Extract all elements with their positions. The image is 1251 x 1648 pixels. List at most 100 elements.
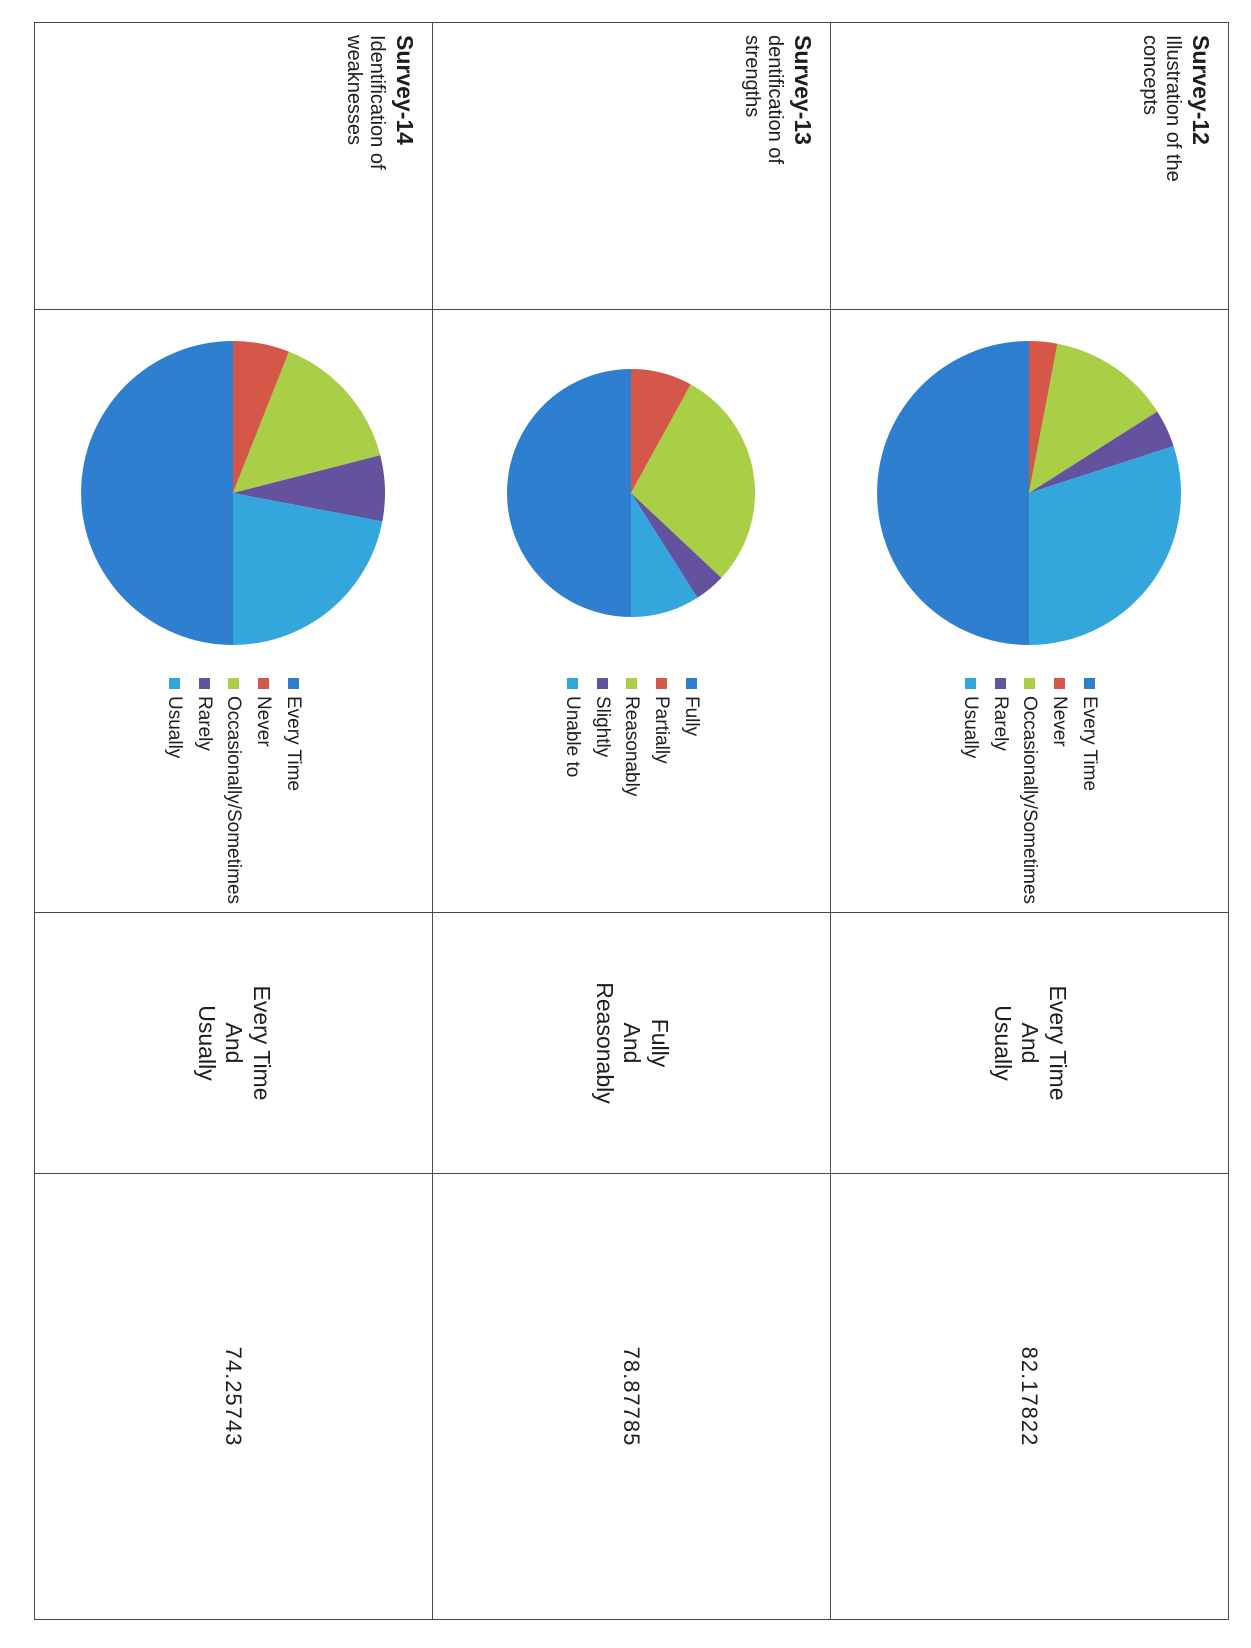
pie-slice-partially: [631, 369, 692, 493]
survey-title: Illustration of the concepts: [1139, 35, 1184, 182]
legend-item-every-time: Every Time: [1078, 678, 1100, 856]
survey-id: Survey-14: [392, 35, 418, 145]
pie-slice-occasionally-sometimes: [1029, 343, 1158, 493]
legend-item-usually: Usually: [163, 678, 185, 856]
score-cell: 82.17822: [830, 1173, 1229, 1620]
legend-swatch: [994, 678, 1006, 689]
legend-swatch: [198, 678, 210, 689]
legend: Every Time Never Occasionally/Sometimes Rar…: [155, 678, 312, 905]
pie-chart: [81, 341, 386, 645]
chart-cell: Every Time Never Occasionally/Sometimes Rar…: [34, 309, 433, 913]
chart-cell: Fully Partially Reasonably Slightly Unable t…: [432, 309, 831, 913]
legend: Every Time Never Occasionally/Sometimes Rar…: [951, 678, 1108, 905]
score-cell: 78.87785: [432, 1173, 831, 1620]
legend-label: Rarely: [193, 696, 215, 751]
best-response-line: Every Time: [248, 985, 275, 1101]
legend-item-reasonably: Reasonably: [621, 678, 643, 856]
pie-slice-rarely: [1029, 411, 1175, 493]
legend-swatch: [228, 678, 240, 689]
legend-item-slightly: Slightly: [591, 678, 613, 856]
legend-item-occasionally-sometimes: Occasionally/Sometimes: [223, 678, 245, 905]
legend-item-occasionally-sometimes: Occasionally/Sometimes: [1019, 678, 1041, 905]
legend-label: Usually: [959, 696, 981, 759]
best-response-line: Usually: [193, 1005, 220, 1081]
survey-title: dentification of strengths: [741, 35, 786, 164]
score-cell: 74.25743: [34, 1173, 433, 1620]
best-response-cell: Fully And Reasonably: [432, 912, 831, 1174]
pie-slice-rarely: [233, 455, 386, 522]
best-response-line: And: [1017, 1022, 1044, 1064]
score-value: 74.25743: [221, 1346, 247, 1447]
survey-name-cell: Survey-13 dentification of strengths: [432, 22, 831, 310]
legend-item-every-time: Every Time: [282, 678, 304, 856]
table-row: Survey-13 dentification of strengths Ful…: [432, 22, 831, 1620]
best-response-line: Every Time: [1044, 985, 1071, 1101]
legend-swatch: [656, 678, 668, 689]
legend-item-never: Never: [252, 678, 274, 856]
pie-slice-never: [233, 341, 290, 493]
legend-item-rarely: Rarely: [989, 678, 1011, 856]
legend-label: Unable to: [561, 696, 583, 778]
score-value: 82.17822: [1017, 1346, 1043, 1447]
legend-swatch: [1084, 678, 1096, 689]
pie-chart: [507, 369, 756, 617]
best-response-line: Usually: [989, 1005, 1016, 1081]
survey-table: Survey-12 Illustration of the concepts E…: [34, 22, 1229, 1620]
legend-swatch: [566, 678, 578, 689]
legend-item-rarely: Rarely: [193, 678, 215, 856]
legend-item-usually: Usually: [959, 678, 981, 856]
legend-label: Never: [1049, 696, 1071, 747]
legend-swatch: [596, 678, 608, 689]
legend-swatch: [168, 678, 180, 689]
best-response-cell: Every Time And Usually: [830, 912, 1229, 1174]
pie-slice-occasionally-sometimes: [233, 351, 381, 493]
legend-label: Fully: [681, 696, 703, 737]
legend-swatch: [626, 678, 638, 689]
legend-item-fully: Fully: [680, 678, 702, 856]
survey-id: Survey-13: [790, 35, 816, 145]
survey-name-cell: Survey-12 Illustration of the concepts: [830, 22, 1229, 310]
legend-swatch: [964, 678, 976, 689]
survey-id: Survey-12: [1188, 35, 1214, 145]
legend-label: Partially: [651, 696, 673, 764]
legend-label: Every Time: [283, 696, 305, 792]
best-response-cell: Every Time And Usually: [34, 912, 433, 1174]
legend-label: Never: [253, 696, 275, 747]
legend-label: Rarely: [989, 696, 1011, 751]
legend-item-partially: Partially: [650, 678, 672, 856]
legend-label: Occasionally/Sometimes: [223, 696, 245, 905]
best-response-line: And: [619, 1022, 646, 1064]
pie-slice-fully: [507, 369, 632, 617]
legend-swatch: [686, 678, 698, 689]
legend-swatch: [1054, 678, 1066, 689]
legend-item-unable-to: Unable to: [561, 678, 583, 856]
survey-name-cell: Survey-14 Identification of weaknesses: [34, 22, 433, 310]
legend-label: Every Time: [1079, 696, 1101, 792]
legend: Fully Partially Reasonably Slightly Unable t…: [553, 678, 710, 856]
survey-title: Identification of weaknesses: [343, 35, 388, 170]
legend-label: Reasonably: [621, 696, 643, 797]
pie-slice-never: [1029, 341, 1058, 493]
legend-swatch: [1024, 678, 1036, 689]
table-row: Survey-14 Identification of weaknesses E…: [34, 22, 433, 1620]
pie-slice-every-time: [877, 341, 1030, 645]
legend-swatch: [258, 678, 270, 689]
legend-label: Occasionally/Sometimes: [1019, 696, 1041, 905]
legend-item-never: Never: [1048, 678, 1070, 856]
pie-slice-every-time: [81, 341, 234, 645]
best-response-line: Reasonably: [591, 982, 618, 1104]
legend-label: Slightly: [591, 696, 613, 758]
pie-slice-usually: [233, 493, 383, 645]
legend-swatch: [288, 678, 300, 689]
chart-cell: Every Time Never Occasionally/Sometimes Rar…: [830, 309, 1229, 913]
legend-label: Usually: [163, 696, 185, 759]
table-row: Survey-12 Illustration of the concepts E…: [830, 22, 1229, 1620]
best-response-line: And: [221, 1022, 248, 1064]
best-response-line: Fully: [646, 1018, 673, 1068]
pie-slice-usually: [1029, 446, 1182, 645]
pie-slice-unable-to: [631, 493, 698, 617]
pie-slice-slightly: [631, 493, 722, 598]
pie-slice-reasonably: [631, 384, 756, 578]
pie-chart: [877, 341, 1182, 645]
